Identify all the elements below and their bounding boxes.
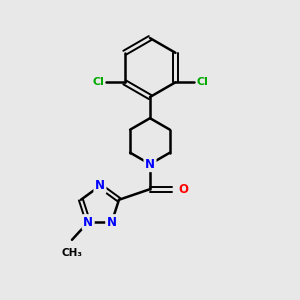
Text: N: N (83, 216, 93, 229)
Text: Cl: Cl (92, 77, 104, 87)
Text: CH₃: CH₃ (61, 248, 82, 258)
Text: O: O (178, 183, 189, 196)
Text: N: N (95, 179, 105, 192)
Text: N: N (107, 216, 117, 229)
Text: N: N (145, 158, 155, 171)
Text: Cl: Cl (196, 77, 208, 87)
